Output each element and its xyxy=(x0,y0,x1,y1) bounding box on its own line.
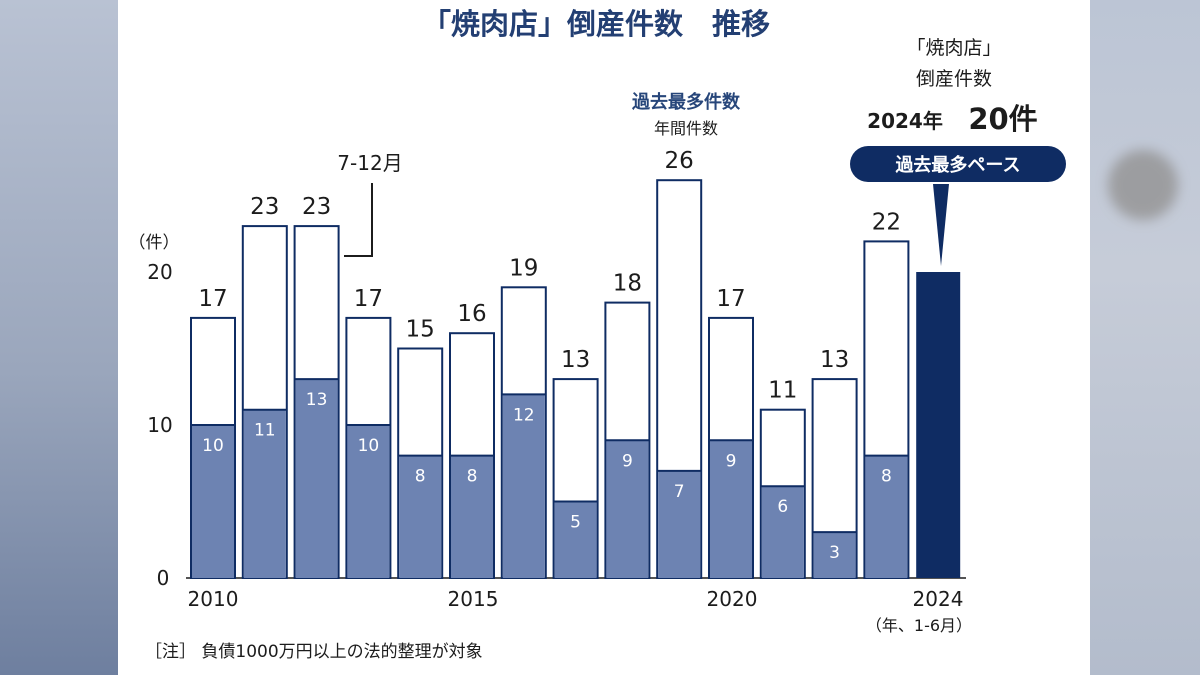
max-count-label: 過去最多件数 xyxy=(632,91,741,113)
callout-pointer xyxy=(933,184,949,266)
label-2019-total: 26 xyxy=(665,148,694,174)
bar-2020-first-half xyxy=(710,440,752,578)
x-tick-label-2010: 2010 xyxy=(188,587,239,611)
label-2018-total: 18 xyxy=(613,271,642,297)
bar-2016-first-half xyxy=(502,394,545,578)
label-2010-first-half: 10 xyxy=(202,436,224,456)
label-2021-first-half: 6 xyxy=(777,497,788,517)
label-2016-first-half: 12 xyxy=(513,405,535,425)
label-2016-total: 19 xyxy=(509,255,538,281)
callout-title-line1: 「焼肉店」 xyxy=(906,37,1001,59)
x-axis-period-note: （年、1-6月） xyxy=(866,616,972,635)
bar-2014-first-half xyxy=(399,455,442,578)
bar-2022-first-half xyxy=(813,532,856,578)
bar-2019-first-half xyxy=(658,470,701,578)
label-2018-first-half: 9 xyxy=(622,451,633,471)
label-2023-total: 22 xyxy=(872,209,901,235)
bar-2011-first-half xyxy=(243,409,286,578)
label-2013-first-half: 10 xyxy=(358,436,380,456)
chart-title: 「焼肉店」倒産件数 推移 xyxy=(422,7,770,41)
bar-2012-first-half xyxy=(295,379,338,578)
callout-year: 2024年 xyxy=(867,109,943,133)
callout-value: 20件 xyxy=(968,102,1037,136)
label-2020-first-half: 9 xyxy=(726,451,737,471)
y-tick-label-10: 10 xyxy=(147,413,172,437)
label-2010-total: 17 xyxy=(198,286,227,312)
background-blur-object xyxy=(1108,150,1178,220)
label-2014-total: 15 xyxy=(406,317,435,343)
y-axis-label: （件） xyxy=(129,233,180,253)
label-2019-first-half: 7 xyxy=(674,482,685,502)
y-tick-label-0: 0 xyxy=(157,566,170,590)
callout-badge xyxy=(850,146,1066,182)
label-2015-first-half: 8 xyxy=(467,467,478,487)
x-tick-label-2020: 2020 xyxy=(707,587,758,611)
second-half-label: 7-12月 xyxy=(337,151,402,175)
label-2011-total: 23 xyxy=(250,194,279,220)
callout-badge-text: 過去最多ペース xyxy=(895,154,1020,176)
bar-2010-first-half xyxy=(192,425,234,578)
label-2012-total: 23 xyxy=(302,194,331,220)
label-2011-first-half: 11 xyxy=(254,421,276,441)
footnote: ［注］ 負債1000万円以上の法的整理が対象 xyxy=(145,642,483,662)
x-tick-label-2024: 2024 xyxy=(913,587,964,611)
max-count-sublabel: 年間件数 xyxy=(654,119,718,138)
label-2022-first-half: 3 xyxy=(829,543,840,563)
bar-2021-first-half xyxy=(761,486,804,578)
callout-title-line2: 倒産件数 xyxy=(916,68,992,90)
bar-2013-first-half xyxy=(347,425,390,578)
x-tick-label-2015: 2015 xyxy=(448,587,499,611)
second-half-bracket xyxy=(344,183,373,257)
label-2012-first-half: 13 xyxy=(306,390,328,410)
label-2022-total: 13 xyxy=(820,347,849,373)
bar-2017-first-half xyxy=(554,501,597,578)
label-2021-total: 11 xyxy=(768,378,797,404)
label-2017-first-half: 5 xyxy=(570,513,581,533)
label-2014-first-half: 8 xyxy=(415,467,426,487)
label-2013-total: 17 xyxy=(354,286,383,312)
bar-2024-highlight xyxy=(916,272,961,578)
background-right xyxy=(1090,0,1200,675)
y-tick-label-20: 20 xyxy=(147,260,172,284)
bar-2023-first-half xyxy=(865,455,908,578)
label-2015-total: 16 xyxy=(457,301,486,327)
bars-group: 10 17 11 23 13 23 10 17 8 15 8 16 12 19 5 13 9 18 7 26 9 17 6 1… xyxy=(190,148,961,580)
bar-2018-first-half xyxy=(606,440,649,578)
label-2023-first-half: 8 xyxy=(881,467,892,487)
label-2020-total: 17 xyxy=(716,286,745,312)
background-left xyxy=(0,0,118,675)
label-2017-total: 13 xyxy=(561,347,590,373)
bar-2015-first-half xyxy=(451,455,493,578)
